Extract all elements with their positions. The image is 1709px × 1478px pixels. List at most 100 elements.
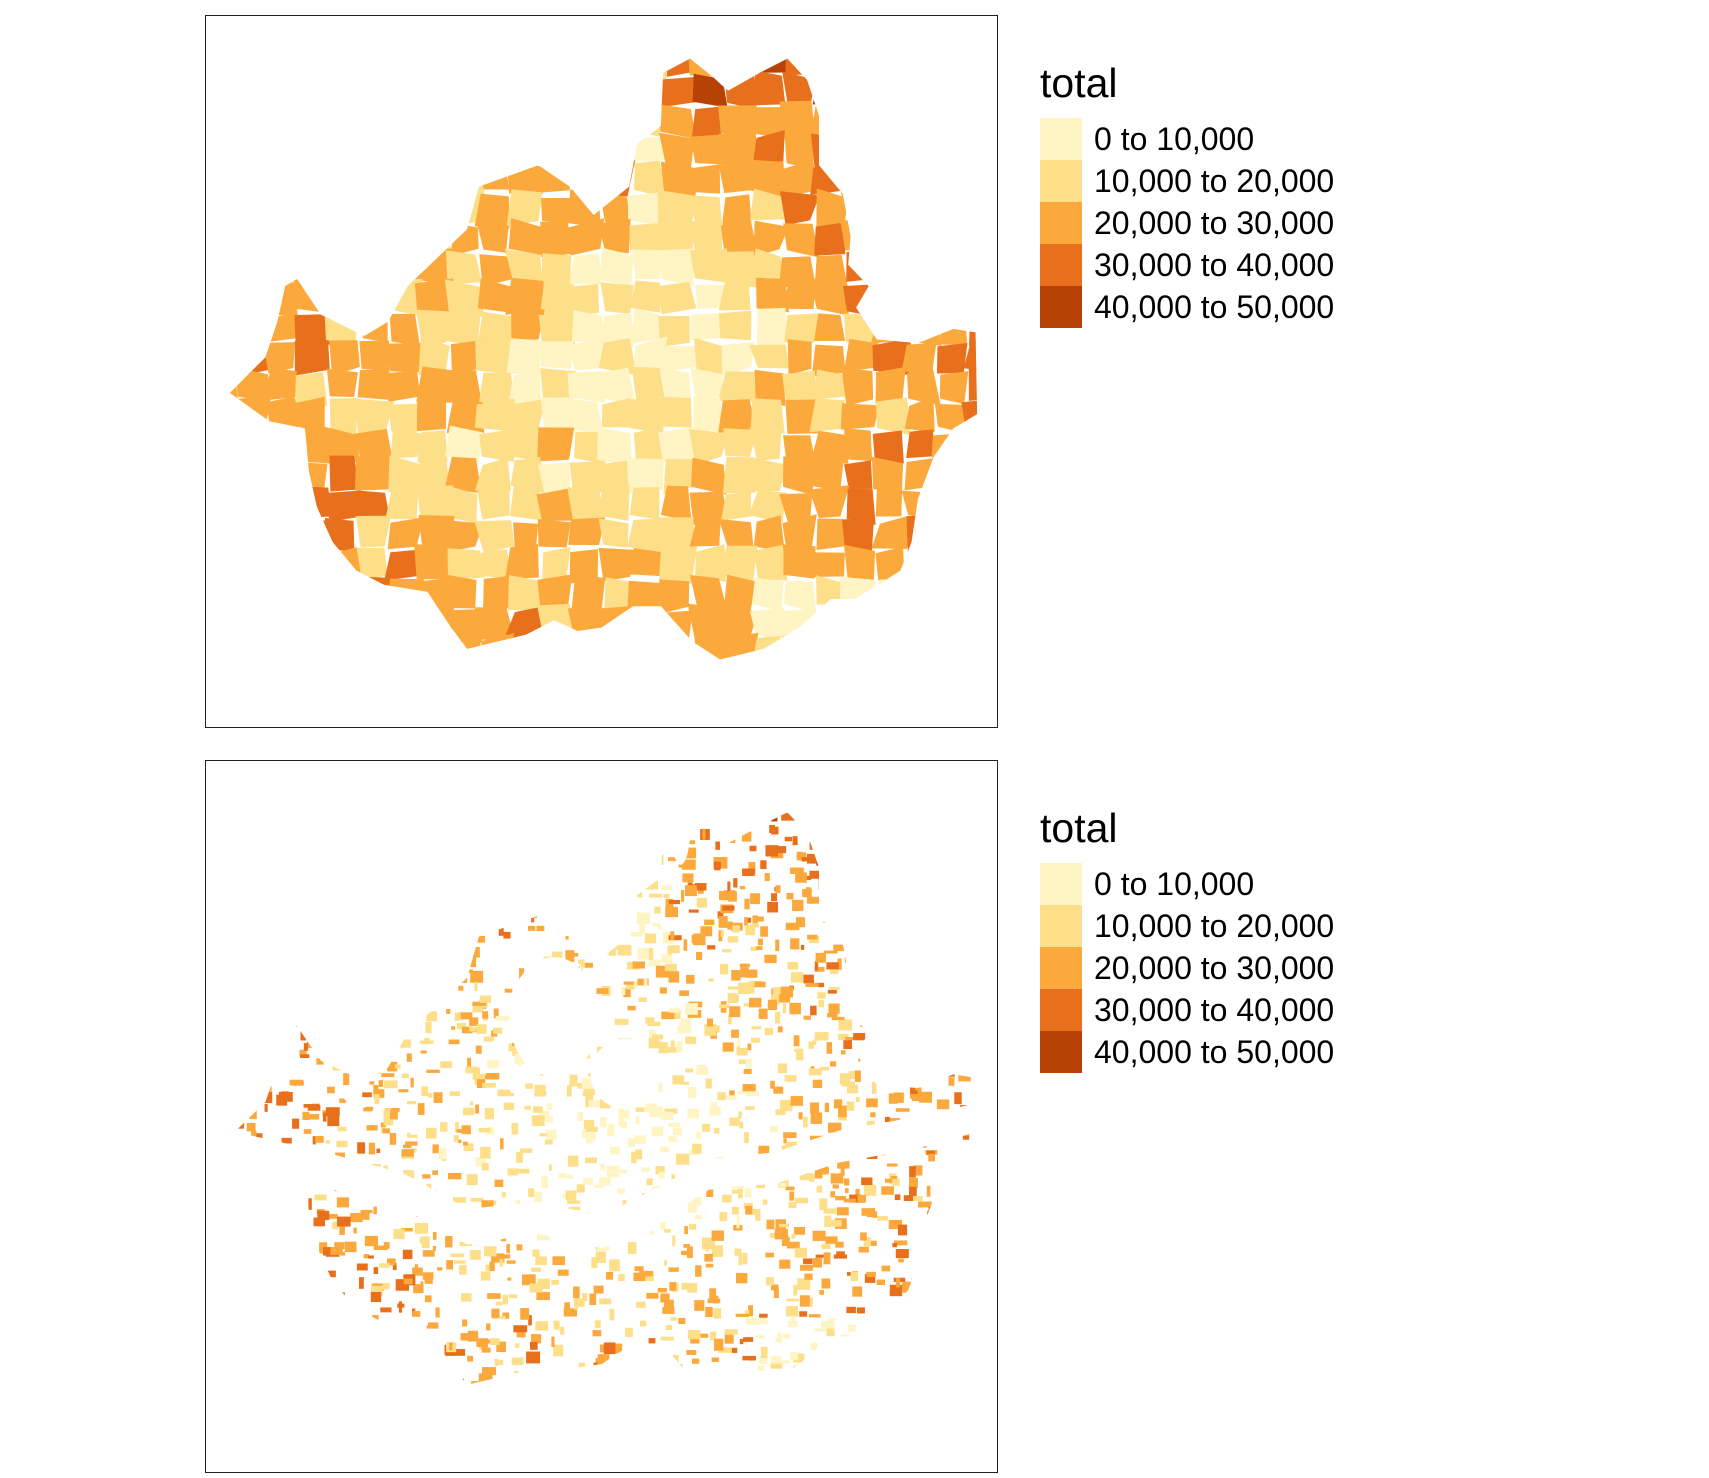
building-footprint <box>271 936 276 949</box>
district-polygon <box>389 70 420 104</box>
building-footprint <box>249 1108 257 1120</box>
building-footprint <box>691 1358 700 1364</box>
building-footprint <box>731 1029 739 1038</box>
building-footprint <box>308 954 317 958</box>
building-footprint <box>790 867 804 874</box>
building-footprint <box>730 831 736 843</box>
building-footprint <box>345 996 359 1008</box>
building-footprint <box>462 909 472 914</box>
building-footprint <box>494 1358 498 1366</box>
building-footprint <box>514 1053 526 1064</box>
building-footprint <box>966 1013 972 1025</box>
building-footprint <box>317 1210 330 1221</box>
building-footprint <box>728 986 743 990</box>
building-footprint <box>794 1226 806 1235</box>
building-footprint <box>239 1402 249 1411</box>
building-footprint <box>861 847 870 855</box>
building-footprint <box>507 1168 519 1176</box>
district-polygon <box>355 225 390 259</box>
district-polygon <box>843 338 879 373</box>
district-polygon <box>940 195 964 228</box>
building-footprint <box>634 1266 644 1272</box>
district-polygon <box>721 341 755 377</box>
building-footprint <box>464 785 473 797</box>
open-space-area <box>688 1361 768 1412</box>
district-polygon <box>355 73 392 110</box>
building-footprint <box>949 766 959 777</box>
building-footprint <box>369 852 375 865</box>
building-footprint <box>252 798 264 807</box>
building-footprint <box>683 939 688 951</box>
district-polygon <box>537 427 575 462</box>
building-footprint <box>854 1070 861 1082</box>
building-footprint <box>736 1272 748 1284</box>
building-footprint <box>363 1405 371 1412</box>
building-footprint <box>229 1246 231 1251</box>
building-footprint <box>858 1246 869 1253</box>
building-footprint <box>253 1197 261 1201</box>
building-footprint <box>711 1245 723 1257</box>
building-footprint <box>918 1347 927 1359</box>
building-footprint <box>371 1285 383 1297</box>
building-footprint <box>326 971 335 980</box>
building-footprint <box>406 1381 420 1389</box>
building-footprint <box>440 891 451 901</box>
building-footprint <box>618 1274 625 1282</box>
building-footprint <box>446 1260 454 1270</box>
building-footprint <box>499 1254 511 1259</box>
building-footprint <box>731 1206 740 1215</box>
district-polygon <box>750 398 785 436</box>
building-footprint <box>695 1430 706 1442</box>
building-footprint <box>747 791 753 803</box>
district-polygon <box>875 487 903 517</box>
building-footprint <box>576 864 582 870</box>
building-footprint <box>830 1415 844 1419</box>
building-footprint <box>861 1177 873 1186</box>
district-polygon <box>450 665 482 701</box>
building-footprint <box>232 1002 241 1006</box>
building-footprint <box>750 1037 760 1043</box>
building-footprint <box>405 1141 418 1146</box>
building-footprint <box>906 1414 918 1420</box>
building-footprint <box>424 800 438 807</box>
district-polygon <box>445 370 483 405</box>
building-footprint <box>274 1324 288 1333</box>
building-footprint <box>589 829 604 834</box>
building-footprint <box>760 1318 768 1324</box>
building-footprint <box>853 1404 864 1407</box>
building-footprint <box>731 1184 745 1189</box>
building-footprint <box>727 936 739 943</box>
building-footprint <box>232 931 244 940</box>
building-footprint <box>301 982 311 993</box>
building-footprint <box>922 995 931 1001</box>
building-footprint <box>956 765 968 772</box>
building-footprint <box>479 995 492 1003</box>
building-footprint <box>578 1362 586 1374</box>
building-footprint <box>455 1121 459 1133</box>
district-polygon <box>873 193 910 226</box>
building-footprint <box>457 890 469 903</box>
building-footprint <box>644 1103 657 1113</box>
legend-item: 20,000 to 30,000 <box>1040 947 1334 989</box>
building-footprint <box>856 1307 865 1314</box>
building-footprint <box>231 1118 245 1129</box>
building-footprint <box>814 1170 823 1179</box>
building-footprint <box>472 840 478 847</box>
district-polygon <box>782 281 817 310</box>
building-footprint <box>606 785 619 795</box>
district-polygon <box>264 58 301 79</box>
building-footprint <box>680 890 685 902</box>
district-polygon <box>908 668 933 700</box>
district-polygon <box>297 545 329 578</box>
building-footprint <box>729 1117 740 1126</box>
district-polygon <box>450 223 479 257</box>
building-footprint <box>569 924 577 928</box>
building-footprint <box>229 1210 240 1221</box>
building-footprint <box>300 1054 310 1059</box>
building-footprint <box>692 1431 706 1440</box>
district-polygon <box>814 313 846 341</box>
building-footprint <box>392 1262 397 1271</box>
building-footprint <box>539 1133 547 1137</box>
building-footprint <box>852 1286 863 1297</box>
building-footprint <box>652 923 661 927</box>
